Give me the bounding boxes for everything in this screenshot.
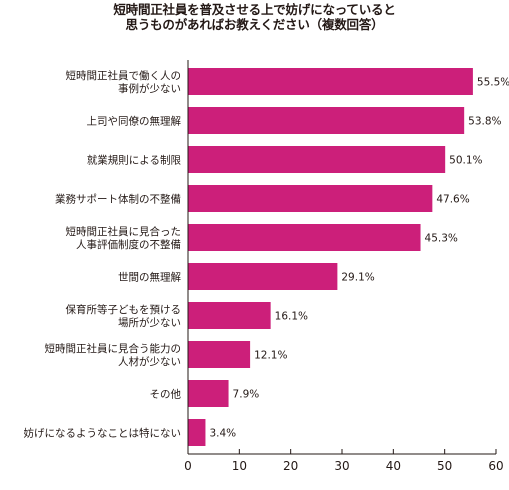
category-label: 事例が少ない bbox=[118, 82, 181, 95]
bar bbox=[188, 263, 338, 290]
x-tick-label: 20 bbox=[283, 459, 298, 473]
value-label: 16.1% bbox=[275, 311, 308, 323]
category-label: 短時間正社員で働く人の bbox=[66, 69, 182, 82]
category-label: 妨げになるようなことは特にない bbox=[24, 427, 182, 440]
bar bbox=[188, 68, 473, 95]
category-label: その他 bbox=[150, 388, 182, 401]
value-label: 29.1% bbox=[341, 272, 374, 284]
x-tick-label: 30 bbox=[334, 459, 349, 473]
category-label: 世間の無理解 bbox=[118, 271, 181, 284]
bar bbox=[188, 107, 465, 134]
category-label: 業務サポート体制の不整備 bbox=[55, 193, 181, 206]
category-label: 場所が少ない bbox=[118, 316, 181, 329]
bar bbox=[188, 341, 251, 368]
value-label: 12.1% bbox=[254, 350, 287, 362]
value-label: 3.4% bbox=[209, 428, 236, 440]
bar bbox=[188, 419, 206, 446]
x-tick-label: 50 bbox=[437, 459, 452, 473]
category-label: 保育所等子どもを預ける bbox=[66, 303, 182, 316]
value-label: 45.3% bbox=[425, 233, 458, 245]
chart-title-line-2: 思うものがあればお教えください（複数回答） bbox=[125, 17, 384, 32]
bar bbox=[188, 185, 433, 212]
chart-title-line-1: 短時間正社員を普及させる上で妨げになっていると bbox=[113, 2, 396, 17]
value-label: 53.8% bbox=[468, 116, 501, 128]
bar bbox=[188, 302, 271, 329]
category-label: 短時間正社員に見合う能力の bbox=[45, 342, 182, 355]
category-label: 人事評価制度の不整備 bbox=[76, 238, 181, 251]
value-label: 7.9% bbox=[233, 389, 260, 401]
category-label: 人材が少ない bbox=[118, 355, 181, 368]
value-label: 50.1% bbox=[449, 155, 482, 167]
bar bbox=[188, 224, 421, 251]
category-label: 短時間正社員に見合った bbox=[66, 225, 182, 238]
category-label: 就業規則による制限 bbox=[87, 154, 182, 167]
category-label: 上司や同僚の無理解 bbox=[87, 115, 182, 128]
bar bbox=[188, 146, 446, 173]
x-tick-label: 10 bbox=[232, 459, 247, 473]
x-tick-label: 40 bbox=[386, 459, 401, 473]
chart-title: 短時間正社員を普及させる上で妨げになっていると 思うものがあればお教えください（… bbox=[0, 2, 509, 32]
value-label: 47.6% bbox=[436, 194, 469, 206]
bar bbox=[188, 380, 229, 407]
x-tick-label: 0 bbox=[184, 459, 192, 473]
x-tick-label: 60 bbox=[488, 459, 503, 473]
value-label: 55.5% bbox=[477, 77, 509, 89]
